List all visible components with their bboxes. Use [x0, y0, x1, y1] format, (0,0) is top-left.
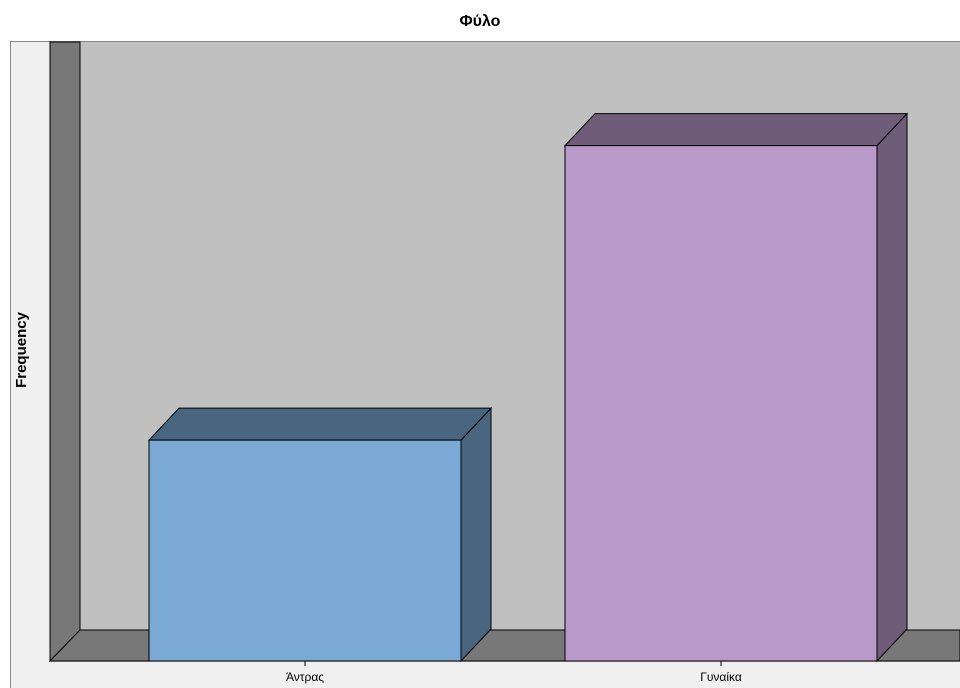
y-axis-label: Frequency [13, 311, 30, 388]
bar-top [563, 113, 909, 147]
bar-top [147, 407, 493, 441]
bar [148, 439, 462, 662]
bar-side [876, 112, 908, 663]
x-tick-label: Άντρας [286, 670, 324, 684]
bar [564, 145, 878, 662]
bar-side [460, 406, 492, 663]
x-tick-label: Γυναίκα [700, 670, 742, 684]
left-wall [49, 41, 81, 663]
chart-title: Φύλο [460, 13, 501, 30]
